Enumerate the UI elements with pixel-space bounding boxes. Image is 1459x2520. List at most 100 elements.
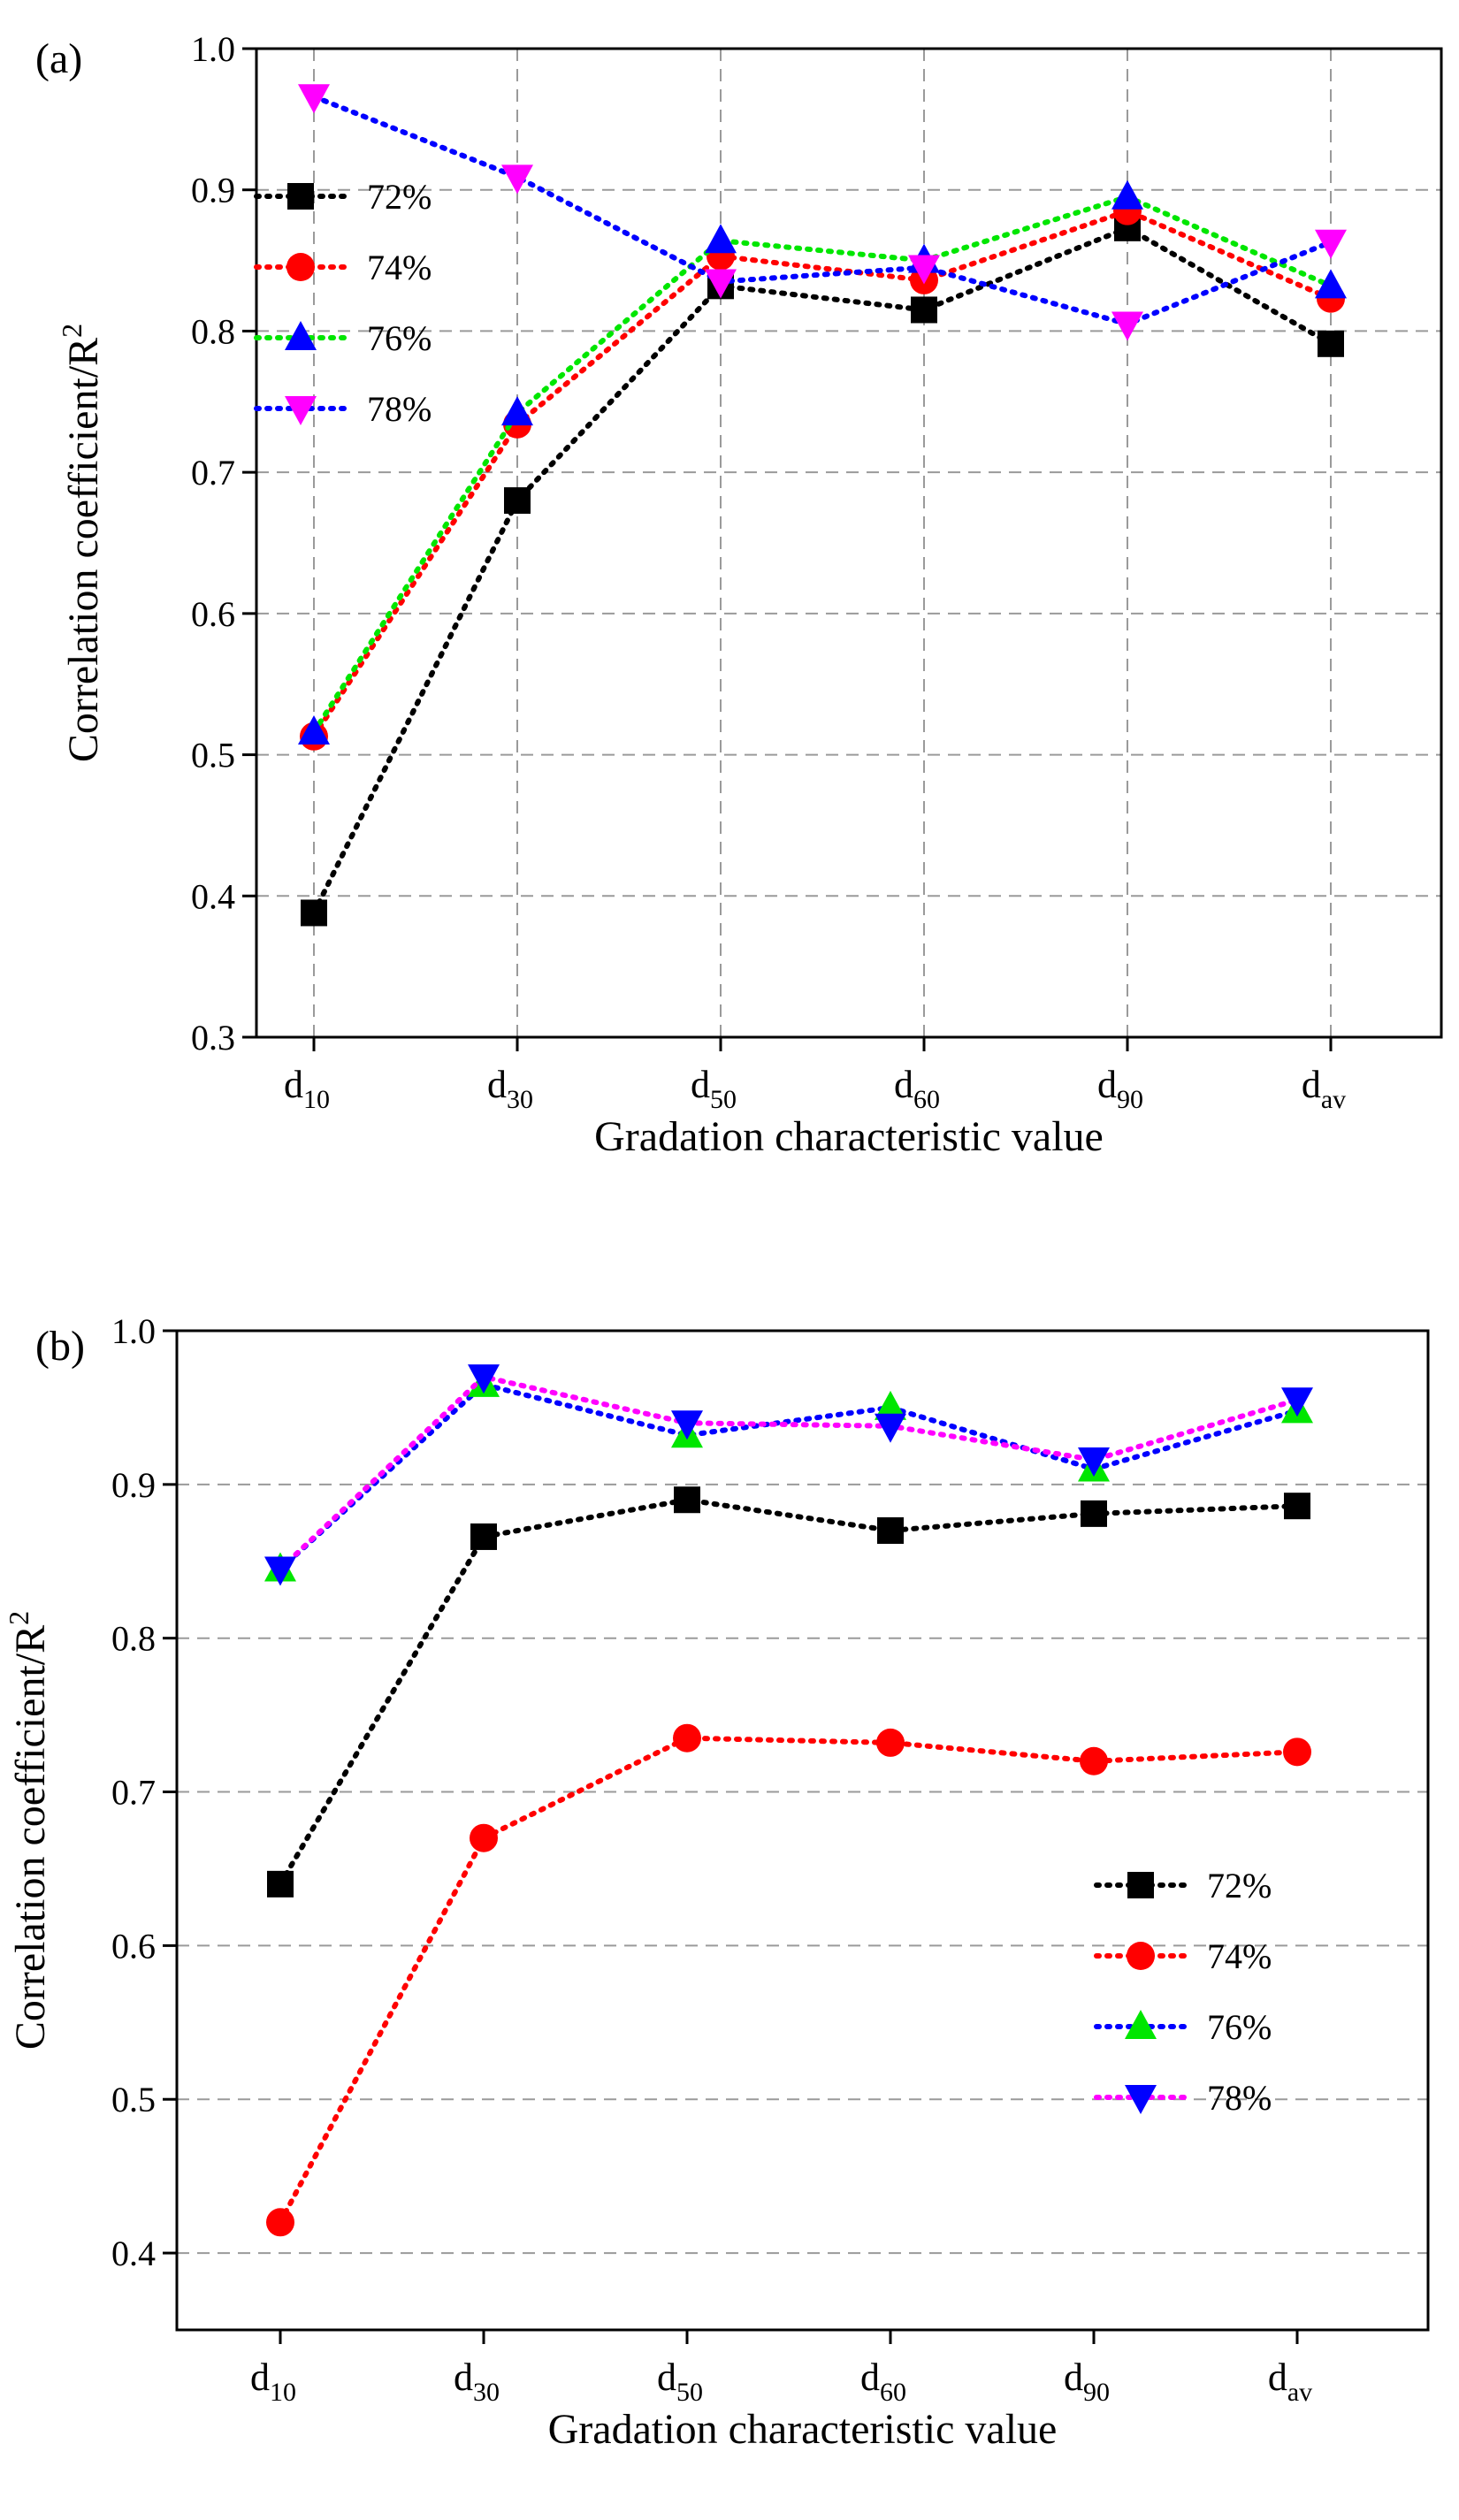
x-axis: d10 d30 d50 d60 d90 dav [284,1037,1346,1114]
data-point [266,2208,294,2237]
series-line [278,1497,1300,1887]
data-point [1284,1493,1310,1520]
data-point [1081,1500,1107,1527]
x-tick-subscript: 50 [710,1085,737,1114]
y-tick-label: 0.9 [191,171,235,210]
data-point [671,1410,703,1440]
x-tick-label: dav [1268,2356,1312,2407]
y-tick-label: 0.7 [191,453,235,493]
data-point [705,269,737,299]
legend-label: 78% [367,389,432,429]
data-point [264,1556,296,1586]
y-axis: 0.4 0.5 0.6 0.7 0.8 0.9 1.0 [111,1311,177,2273]
y-axis-title-superscript: 2 [3,1611,34,1625]
legend: 72% 74% 76% 78% [254,177,432,429]
x-tick-label: d90 [1097,1063,1143,1114]
y-tick-label: 0.3 [191,1018,235,1058]
y-tick-label: 0.6 [191,594,235,634]
data-point [1315,269,1347,299]
panel-label: (b) [35,1323,85,1370]
x-tick-subscript: 10 [270,2378,296,2407]
y-axis-title-text: Correlation coefficient/R [7,1625,54,2050]
series-line [311,208,1333,739]
x-tick-base: d [657,2356,676,2399]
y-tick-label: 1.0 [111,1311,156,1351]
data-point [470,1823,498,1852]
panel-label: (a) [35,35,82,82]
y-axis: 0.3 0.4 0.5 0.6 0.7 0.8 0.9 1.0 [191,29,256,1058]
y-axis-title-superscript: 2 [56,324,88,338]
data-point [504,487,531,515]
legend-marker [1125,2010,1157,2039]
series-76pct [264,1367,1313,1582]
x-tick-subscript: 30 [507,1085,533,1114]
x-tick-base: d [454,2356,473,2399]
y-tick-label: 0.7 [111,1773,156,1813]
data-point [1078,1447,1110,1478]
legend-marker [287,183,314,210]
data-point [705,224,737,254]
data-point [674,1486,700,1514]
x-tick-base: d [284,1063,303,1106]
x-tick-label: d10 [284,1063,330,1114]
series-line [278,1381,1300,1572]
x-tick-label: d60 [860,2356,906,2407]
x-tick-label: d50 [691,1063,737,1114]
data-point [1318,330,1344,357]
plot-frame [175,1329,1430,2332]
legend-label: 72% [367,177,432,217]
gridlines [256,49,1441,1037]
data-point [875,1390,906,1420]
legend-marker [285,321,317,350]
x-tick-subscript: 60 [913,1085,940,1114]
legend-label: 78% [1207,2078,1272,2118]
legend-label: 74% [1207,1936,1272,1976]
data-point [673,1723,701,1753]
series-78pct [298,84,1347,341]
x-tick-subscript: av [1287,2378,1312,2407]
legend-marker [1127,1942,1155,1970]
gridlines [177,1483,1428,2255]
data-point [501,164,533,195]
x-tick-base: d [1302,1063,1321,1106]
data-point [1111,311,1143,341]
series-78pct [264,1364,1313,1586]
x-axis-title: Gradation characteristic value [548,2406,1058,2453]
y-axis-title: Correlation coefficient/R2 [56,324,107,762]
legend: 72% 74% 76% 78% [1094,1866,1272,2118]
x-tick-label: d10 [250,2356,296,2407]
x-tick-subscript: 90 [1117,1085,1143,1114]
legend-marker [286,253,315,281]
data-point [267,1870,294,1898]
legend-label: 76% [1207,2007,1272,2047]
y-tick-label: 1.0 [191,29,235,69]
data-point [1111,179,1143,210]
x-tick-label: d60 [894,1063,940,1114]
x-tick-subscript: av [1321,1085,1346,1114]
series-74pct [300,196,1345,751]
series-line [311,225,1333,916]
x-tick-base: d [1268,2356,1287,2399]
x-tick-base: d [1097,1063,1117,1106]
x-tick-label: dav [1302,1063,1346,1114]
series-line [278,1373,1300,1572]
y-tick-label: 0.8 [111,1619,156,1659]
legend-label: 72% [1207,1866,1272,1905]
x-tick-subscript: 50 [676,2378,703,2407]
y-tick-label: 0.6 [111,1926,156,1966]
data-point [1080,1746,1108,1775]
data-point [875,1413,906,1443]
x-tick-subscript: 90 [1083,2378,1110,2407]
x-tick-base: d [860,2356,880,2399]
series-line [311,194,1333,736]
data-point [908,255,940,285]
legend-marker [1125,2085,1157,2114]
x-tick-subscript: 60 [880,2378,906,2407]
series-line [278,1735,1300,2226]
data-point [1281,1387,1313,1417]
data-point [501,396,533,426]
data-point [1283,1737,1311,1767]
legend-marker [285,396,317,425]
